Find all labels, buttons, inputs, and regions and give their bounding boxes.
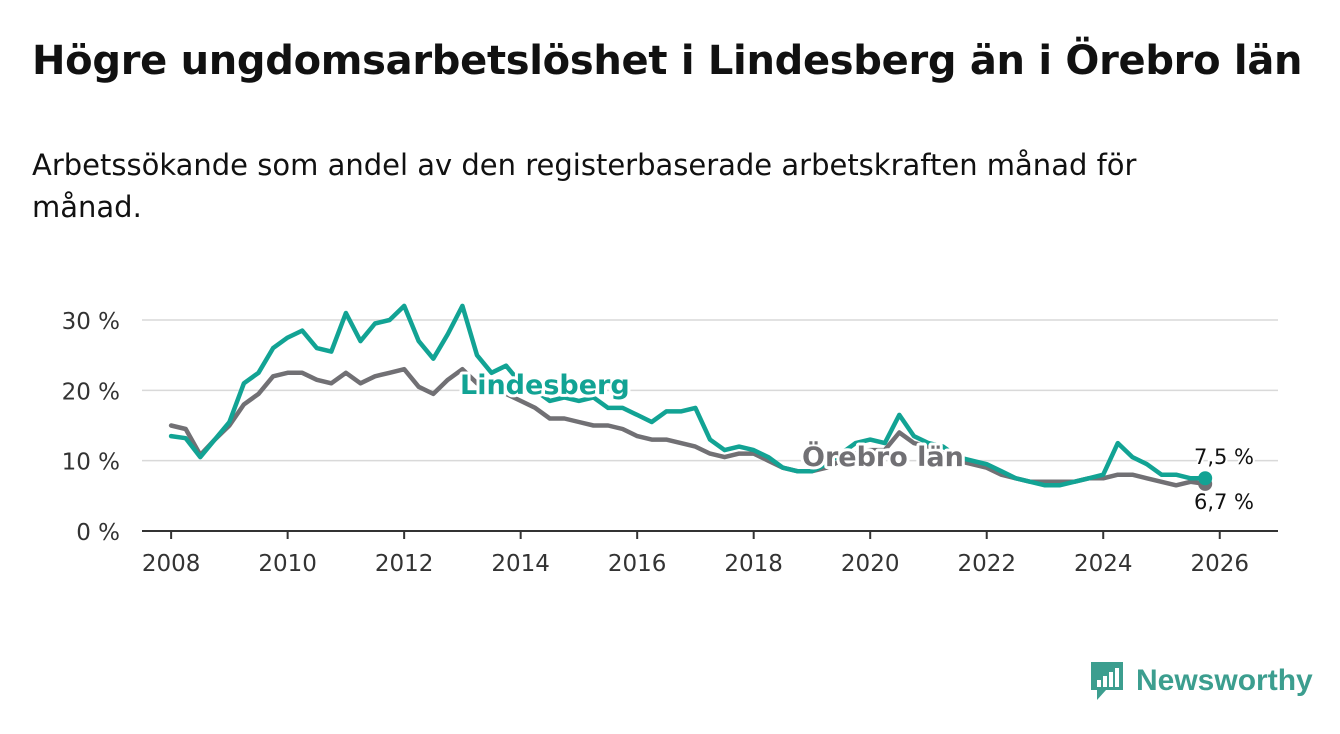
y-tick-label: 20 % — [62, 379, 120, 405]
series-label-orebro: Örebro län — [802, 440, 964, 473]
newsworthy-logo-icon — [1091, 662, 1123, 700]
x-tick-label: 2012 — [375, 551, 434, 577]
series-line-orebro — [168, 366, 1208, 488]
chart-title: Högre ungdomsarbetslöshet i Lindesberg ä… — [32, 38, 1303, 84]
x-tick-label: 2014 — [491, 551, 550, 577]
series-line-lindesberg — [168, 303, 1208, 488]
chart-subtitle: Arbetssökande som andel av den registerb… — [32, 148, 1137, 224]
x-axis: 2008 2010 2012 2014 2016 2018 2020 2022 2024 2026 — [142, 530, 1278, 577]
x-tick-label: 2024 — [1074, 551, 1133, 577]
series-labels: Lindesberg Örebro län 7,5 % 6,7 % — [457, 367, 1256, 516]
x-tick-label: 2008 — [142, 551, 201, 577]
gridlines — [142, 319, 1278, 462]
series-label-lindesberg: Lindesberg — [460, 370, 630, 401]
x-tick-label: 2010 — [258, 551, 317, 577]
x-tick-label: 2022 — [957, 551, 1016, 577]
x-tick-label: 2016 — [608, 551, 667, 577]
newsworthy-logo-text: Newsworthy — [1136, 664, 1313, 697]
newsworthy-logo: Newsworthy — [1088, 660, 1313, 702]
y-tick-label: 0 % — [76, 520, 120, 546]
x-tick-label: 2026 — [1190, 551, 1249, 577]
y-tick-label: 30 % — [62, 309, 120, 335]
end-label-orebro: 6,7 % — [1194, 490, 1254, 514]
y-tick-label: 10 % — [62, 450, 120, 476]
x-tick-label: 2018 — [724, 551, 783, 577]
y-axis: 0 % 10 % 20 % 30 % — [62, 309, 120, 546]
x-tick-label: 2020 — [841, 551, 900, 577]
end-point-lindesberg — [1198, 471, 1213, 486]
end-label-lindesberg: 7,5 % — [1194, 445, 1254, 469]
series-lines — [168, 303, 1213, 491]
